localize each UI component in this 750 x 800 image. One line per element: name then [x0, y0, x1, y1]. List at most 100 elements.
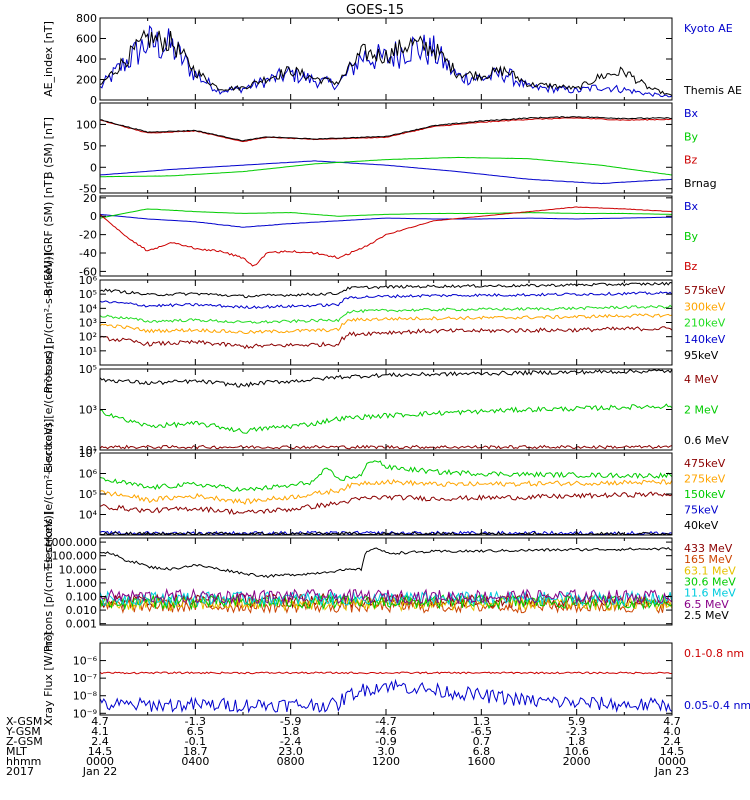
panel-4-ytick-label: 10² [79, 331, 97, 344]
ephemeris-row-label: 2017 [6, 765, 34, 778]
ephemeris-cell: 4.7 [663, 715, 681, 728]
panel-3-legend-label: Bz [684, 260, 698, 273]
panel-1-ytick-label: 200 [76, 74, 97, 87]
ephemeris-cell: 6.5 [187, 725, 205, 738]
ephemeris-cell: 10.6 [564, 745, 589, 758]
ephemeris-cell: 0800 [277, 755, 305, 768]
panel-5-legend-label: 4 MeV [684, 373, 719, 386]
ephemeris-cell: 0000 [86, 755, 114, 768]
panel-7-ytick-label: 0.010 [66, 604, 98, 617]
panel-6-legend-label: 40keV [684, 519, 719, 532]
ephemeris-cell: Jan 23 [654, 765, 689, 778]
panel-3-ytick-label: 20 [83, 192, 97, 205]
panel-4-ytick-label: 10¹ [79, 345, 97, 358]
ephemeris-cell: 1.8 [568, 735, 586, 748]
panel-6-series-line [99, 491, 673, 515]
panel-7-series-line [99, 547, 673, 579]
panel-7-ytick-label: 0.001 [66, 618, 98, 631]
panel-5-frame [99, 368, 673, 451]
panel-1-ytick-label: 400 [76, 53, 97, 66]
ephemeris-cell: 14.5 [660, 745, 685, 758]
panel-3-ytick-label: -20 [79, 229, 97, 242]
ephemeris-cell: 23.0 [278, 745, 303, 758]
panel-8-ytick-label: 10⁻⁹ [73, 707, 97, 720]
panel-7-legend-label: 63.1 MeV [684, 564, 736, 577]
panel-7-ytick-label: 0.100 [66, 590, 98, 603]
ephemeris-cell: 2000 [563, 755, 591, 768]
ephemeris-cell: -6.5 [471, 725, 492, 738]
panel-6-ytick-label: 10⁶ [79, 468, 98, 481]
panel-2-ytick-label: 0 [90, 161, 97, 174]
panel-4-legend-label: 300keV [684, 300, 726, 313]
panel-5-legend-label: 2 MeV [684, 404, 719, 417]
panel-2-series-line [99, 116, 673, 142]
panel-2-ylabel: B (SM) [nT] [42, 117, 55, 179]
ephemeris-cell: 4.7 [91, 715, 109, 728]
panel-8-legend-label: 0.05-0.4 nm [684, 699, 750, 712]
panel-3-legend-label: Bx [684, 200, 699, 213]
panel-4-series-line [99, 291, 673, 309]
ephemeris-row-label: hhmm [6, 755, 41, 768]
panel-5-legend-label: 0.6 MeV [684, 434, 729, 447]
panel-8-ytick-label: 10⁻⁷ [73, 672, 97, 685]
panel-8-ytick-label: 10⁻⁸ [73, 690, 98, 703]
panel-3-frame [99, 195, 673, 277]
panel-6-series-line [99, 460, 673, 492]
panel-4-legend-label: 575keV [684, 284, 726, 297]
ephemeris-cell: 4.0 [663, 725, 681, 738]
panel-7-series-line [99, 587, 673, 605]
panel-5-ytick-label: 10⁵ [79, 363, 97, 376]
panel-1-ylabel: AE_index [nT] [42, 21, 55, 97]
panel-6-ylabel: Electrons [e/(cm²-s-sr-keV)] [42, 419, 55, 570]
ephemeris-cell: 0400 [181, 755, 209, 768]
panel-3-legend-label: By [684, 230, 699, 243]
ephemeris-cell: 18.7 [183, 745, 208, 758]
panel-3-series-line [99, 208, 672, 219]
panel-5-ytick-label: 10³ [79, 404, 97, 417]
ephemeris-cell: 2.4 [663, 735, 681, 748]
panel-1-legend-label: Themis AE [683, 84, 742, 97]
ephemeris-cell: Jan 22 [82, 765, 117, 778]
panel-4-frame [99, 279, 673, 366]
panel-7-series-line [99, 597, 673, 614]
ephemeris-row-label: Z-GSM [6, 735, 43, 748]
panel-7-legend-label: 6.5 MeV [684, 598, 729, 611]
panel-4-ytick-label: 10⁶ [79, 274, 98, 287]
panel-4-ytick-label: 10⁴ [79, 302, 98, 315]
panel-7-legend-label: 165 MeV [684, 553, 733, 566]
panel-2-ytick-label: 50 [83, 140, 97, 153]
panel-7-ytick-label: 10.000 [59, 563, 98, 576]
panel-4-ytick-label: 10⁵ [79, 288, 97, 301]
panel-3-series-line [99, 213, 672, 228]
panel-6-ytick-label: 10⁵ [79, 488, 97, 501]
ephemeris-row-label: X-GSM [6, 715, 42, 728]
panel-4-legend-label: 210keV [684, 317, 726, 330]
ephemeris-cell: 14.5 [88, 745, 113, 758]
panel-8-ylabel: Xray Flux [W/m²] [42, 632, 55, 725]
panel-8-series-line [99, 678, 673, 714]
panel-7-legend-label: 11.6 MeV [684, 587, 736, 600]
ephemeris-cell: 4.1 [91, 725, 109, 738]
panel-4-legend-label: 140keV [684, 333, 726, 346]
ephemeris-cell: -0.1 [185, 735, 206, 748]
panel-2-series-line [99, 117, 673, 143]
ephemeris-cell: -0.9 [375, 735, 396, 748]
ephemeris-cell: -2.3 [566, 725, 587, 738]
panel-8-legend-label: 0.1-0.8 nm [684, 647, 744, 660]
panel-1-series-line [99, 29, 673, 97]
panel-2-ytick-label: -50 [79, 183, 97, 196]
panel-8-ytick-label: 10⁻⁶ [73, 655, 98, 668]
panel-6-series-line [99, 478, 673, 506]
panel-4-legend-label: 95keV [684, 349, 719, 362]
panel-4-ytick-label: 10³ [79, 317, 97, 330]
panel-6-legend-label: 275keV [684, 473, 726, 486]
panel-2-legend-label: Bz [684, 154, 698, 167]
ephemeris-cell: 0000 [658, 755, 686, 768]
panel-7-legend-label: 433 MeV [684, 542, 733, 555]
panel-4-series-line [99, 304, 673, 324]
ephemeris-cell: 3.0 [377, 745, 395, 758]
panel-5-ytick-label: 10¹ [79, 444, 97, 457]
panel-5-ylabel: Electrons [e/(cm²-s-sr)] [42, 346, 55, 473]
panel-3-series-line [99, 206, 673, 267]
